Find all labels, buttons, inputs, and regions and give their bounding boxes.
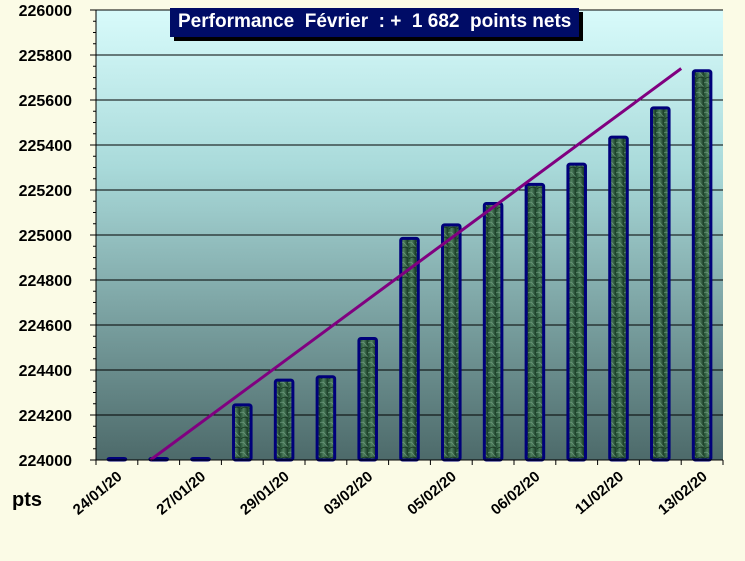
- bar: [441, 223, 462, 462]
- y-tick-label: 225000: [19, 228, 72, 245]
- bar: [566, 162, 587, 462]
- y-tick-label: 224400: [19, 363, 72, 380]
- trend-line: [149, 67, 683, 462]
- y-tick-label: 224000: [19, 453, 72, 470]
- y-tick-label: 225400: [19, 138, 72, 155]
- bar: [315, 375, 337, 462]
- bar: [232, 403, 253, 462]
- y-tick-label: 224600: [19, 318, 72, 335]
- x-tick-label: 06/02/20: [488, 468, 544, 519]
- x-tick-label: 13/02/20: [655, 468, 711, 519]
- bar: [357, 337, 378, 462]
- x-axis-ticks: 24/01/20 27/01/20 29/01/20 03/02/20 05/02/20…: [70, 460, 724, 519]
- x-tick-label: 03/02/20: [321, 468, 377, 519]
- y-tick-label: 225800: [19, 48, 72, 65]
- bar: [273, 378, 295, 462]
- bar: [650, 106, 671, 462]
- y-tick-label: 226000: [19, 3, 72, 20]
- x-tick-label: 24/01/20: [70, 468, 126, 519]
- y-tick-label: 224800: [19, 273, 72, 290]
- y-axis-title: pts: [12, 489, 42, 511]
- bar: [691, 69, 713, 462]
- x-tick-label: 29/01/20: [237, 468, 293, 519]
- bar: [608, 135, 629, 462]
- y-tick-label: 225200: [19, 183, 72, 200]
- y-tick-label: 225600: [19, 93, 72, 110]
- bar: [482, 202, 504, 462]
- y-axis-ticks: 224000 224200 224400 224600 224800 225000 2252…: [19, 3, 96, 470]
- x-tick-label: 11/02/20: [572, 468, 627, 518]
- y-tick-label: 224200: [19, 408, 72, 425]
- x-tick-label: 27/01/20: [153, 468, 209, 519]
- bar: [524, 182, 546, 462]
- x-tick-label: 05/02/20: [404, 468, 460, 519]
- chart-title: Performance Février : + 1 682 points net…: [170, 8, 580, 37]
